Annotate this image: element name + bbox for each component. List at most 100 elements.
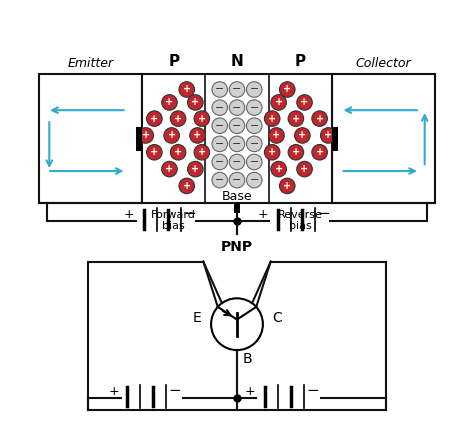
Circle shape (312, 145, 328, 160)
Text: −: − (215, 121, 224, 131)
Text: Collector: Collector (356, 57, 411, 69)
Bar (332, 127, 338, 151)
Text: +: + (274, 97, 283, 108)
Circle shape (280, 82, 295, 97)
Text: +: + (301, 97, 309, 108)
Text: +: + (245, 385, 255, 399)
Text: −: − (232, 157, 242, 167)
Text: −: − (306, 383, 319, 399)
Text: +: + (142, 131, 150, 140)
Circle shape (320, 128, 336, 143)
Circle shape (297, 161, 312, 177)
Circle shape (229, 100, 245, 115)
Circle shape (229, 172, 245, 188)
Text: −: − (232, 84, 242, 94)
Text: E: E (192, 311, 201, 325)
Text: C: C (272, 311, 282, 325)
Circle shape (212, 118, 228, 134)
Text: +: + (174, 114, 182, 124)
Text: +: + (292, 114, 300, 124)
Text: B: B (243, 352, 252, 366)
Circle shape (246, 154, 262, 170)
Text: −: − (232, 139, 242, 149)
Text: Forward
bias: Forward bias (151, 210, 196, 232)
Text: +: + (150, 147, 158, 157)
Text: Base: Base (222, 191, 252, 203)
Circle shape (170, 145, 186, 160)
Text: +: + (109, 385, 119, 399)
Text: −: − (215, 139, 224, 149)
Circle shape (146, 145, 162, 160)
Circle shape (170, 111, 186, 126)
Circle shape (269, 128, 284, 143)
Circle shape (188, 95, 203, 110)
Bar (142, 74, 332, 203)
Circle shape (271, 95, 286, 110)
Circle shape (271, 161, 286, 177)
Circle shape (194, 145, 210, 160)
Circle shape (297, 95, 312, 110)
Text: +: + (257, 208, 268, 222)
Text: −: − (250, 84, 259, 94)
Circle shape (229, 118, 245, 134)
Bar (136, 127, 142, 151)
Circle shape (229, 82, 245, 97)
Text: +: + (316, 147, 324, 157)
Circle shape (212, 172, 228, 188)
Text: Emitter: Emitter (67, 57, 113, 69)
Circle shape (194, 111, 210, 126)
Text: +: + (292, 147, 300, 157)
Circle shape (246, 172, 262, 188)
Circle shape (246, 118, 262, 134)
Text: +: + (283, 181, 292, 191)
Text: −: − (215, 175, 224, 185)
Circle shape (179, 82, 194, 97)
Circle shape (146, 111, 162, 126)
Text: +: + (165, 164, 173, 174)
Text: +: + (198, 147, 206, 157)
Circle shape (188, 161, 203, 177)
Text: +: + (168, 131, 176, 140)
Circle shape (212, 154, 228, 170)
Text: +: + (193, 131, 201, 140)
Text: −: − (250, 175, 259, 185)
Text: +: + (165, 97, 173, 108)
Circle shape (312, 111, 328, 126)
Text: +: + (268, 114, 276, 124)
Text: +: + (182, 84, 191, 94)
Text: +: + (298, 131, 306, 140)
Text: +: + (150, 114, 158, 124)
Circle shape (212, 100, 228, 115)
Text: +: + (283, 84, 292, 94)
Circle shape (264, 145, 280, 160)
Text: −: − (250, 103, 259, 113)
Circle shape (246, 82, 262, 97)
Circle shape (162, 95, 177, 110)
Circle shape (246, 136, 262, 152)
Text: +: + (124, 208, 135, 222)
Text: +: + (316, 114, 324, 124)
Circle shape (212, 136, 228, 152)
Bar (332, 74, 436, 203)
Circle shape (264, 111, 280, 126)
Text: −: − (215, 103, 224, 113)
Text: +: + (274, 164, 283, 174)
Text: −: − (232, 103, 242, 113)
Circle shape (164, 128, 179, 143)
Circle shape (246, 100, 262, 115)
Text: +: + (182, 181, 191, 191)
Circle shape (280, 178, 295, 194)
Text: −: − (232, 175, 242, 185)
Bar (38, 74, 142, 203)
Bar (234, 203, 240, 213)
Text: −: − (215, 157, 224, 167)
Text: −: − (317, 207, 329, 222)
Circle shape (229, 136, 245, 152)
Text: +: + (301, 164, 309, 174)
Circle shape (212, 82, 228, 97)
Text: −: − (183, 207, 196, 222)
Text: N: N (231, 54, 243, 69)
Circle shape (295, 128, 310, 143)
Text: +: + (191, 97, 200, 108)
Text: +: + (198, 114, 206, 124)
